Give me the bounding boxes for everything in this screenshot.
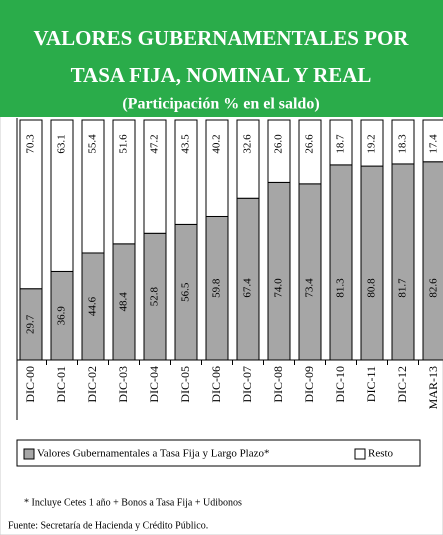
bar-segment [422,119,443,163]
x-tick-label: DIC-03 [116,366,130,403]
value-label: 52.8 [149,287,161,307]
value-label: 18.7 [335,134,347,154]
value-label: 44.6 [87,296,99,316]
x-tick-label: DIC-07 [240,366,254,403]
x-tick-label: DIC-11 [364,366,378,402]
value-label: 73.4 [304,278,316,298]
value-label: 36.9 [56,306,68,326]
value-label: 26.0 [273,134,285,154]
x-tick-label: MAR-13 [426,366,440,409]
bar-segment [360,165,384,361]
footnote: * Incluye Cetes 1 año + Bonos a Tasa Fij… [24,497,242,508]
legend-swatch [23,448,35,460]
x-tick-label: DIC-05 [178,366,192,403]
value-label: 26.6 [304,134,316,154]
x-tick-label: DIC-08 [271,366,285,403]
value-label: 47.2 [149,134,161,153]
bar-segment [298,183,322,361]
bar-segment [112,119,136,245]
x-tick-label: DIC-02 [85,366,99,403]
bar-segment [267,181,291,361]
bar-segment [19,119,43,290]
x-tick-label: DIC-12 [395,366,409,403]
bar-segment [391,163,415,361]
bar-segment [267,119,291,183]
bar-segment [143,119,167,234]
value-label: 56.5 [180,282,192,302]
value-label: 17.4 [428,134,440,154]
chart-title: TASA FIJA, NOMINAL Y REAL [71,63,372,87]
chart-title: VALORES GUBERNAMENTALES POR [34,26,410,50]
bar-segment [205,119,229,217]
source-note: Fuente: Secretaría de Hacienda y Crédito… [8,520,208,531]
value-label: 81.3 [335,278,347,298]
x-tick-label: DIC-01 [54,366,68,403]
legend-box [16,439,421,467]
value-label: 29.7 [25,314,37,334]
value-label: 63.1 [56,134,68,153]
x-tick-label: DIC-04 [147,366,161,403]
bar-segment [422,161,443,361]
x-tick-label: DIC-09 [302,366,316,403]
bar-segment [329,164,353,361]
value-label: 18.3 [397,134,409,154]
value-label: 80.8 [366,278,378,298]
x-tick-label: DIC-06 [209,366,223,403]
value-label: 55.4 [87,134,99,154]
bar-segment [50,119,74,272]
value-label: 74.0 [273,278,285,298]
legend-label: Valores Gubernamentales a Tasa Fija y La… [37,448,270,460]
value-label: 40.2 [211,134,223,153]
bar-segment [236,119,260,199]
bar-segment [174,119,198,225]
bar-segment [298,119,322,185]
value-label: 48.4 [118,292,130,312]
value-label: 70.3 [25,134,37,154]
value-label: 59.8 [211,278,223,298]
bar-segment [329,119,353,166]
value-label: 32.6 [242,134,254,154]
x-tick-label: DIC-00 [23,366,37,403]
value-label: 81.7 [397,278,409,298]
value-label: 67.4 [242,278,254,298]
header-band [0,0,443,117]
bar-segment [360,119,384,167]
legend-label: Resto [368,448,394,460]
bar-segment [391,119,415,165]
bar-segment [81,119,105,254]
chart-subtitle: (Participación % en el saldo) [122,96,319,113]
value-label: 43.5 [180,134,192,154]
value-label: 82.6 [428,278,440,298]
value-label: 19.2 [366,134,378,153]
x-tick-label: DIC-10 [333,366,347,403]
legend-swatch [354,448,366,460]
value-label: 51.6 [118,134,130,154]
